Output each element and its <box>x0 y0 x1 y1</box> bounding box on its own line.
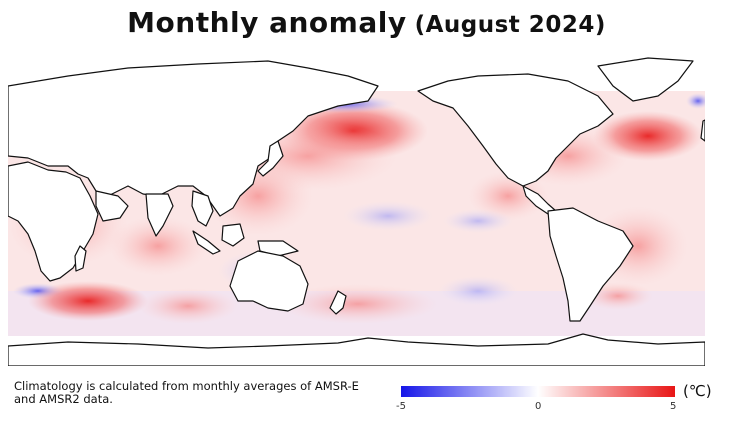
colorbar-tick-max: 5 <box>670 401 677 412</box>
sst-anomaly-map <box>8 57 705 366</box>
landmass-india <box>145 193 174 237</box>
landmass-new-zealand <box>329 290 347 315</box>
continents <box>8 57 705 366</box>
title-main: Monthly anomaly <box>127 6 407 39</box>
landmass-madagascar <box>74 245 87 272</box>
landmass-arabia <box>95 190 129 222</box>
landmass-north-america <box>417 73 614 187</box>
colorbar-tick-mid: 0 <box>535 401 542 412</box>
landmass-sumatra <box>192 230 221 255</box>
title-period: (August 2024) <box>414 12 606 38</box>
landmass-uk <box>700 119 705 142</box>
figure-title: Monthly anomaly (August 2024) <box>0 6 733 39</box>
landmass-greenland <box>597 57 694 102</box>
colorbar-unit: (℃) <box>683 382 712 400</box>
colorbar <box>401 386 675 397</box>
landmass-japan <box>257 140 284 177</box>
landmass-australia <box>229 250 309 312</box>
climatology-note: Climatology is calculated from monthly a… <box>14 379 359 406</box>
colorbar-tick-min: -5 <box>396 401 406 412</box>
landmass-antarctica <box>8 333 705 366</box>
landmass-new-guinea <box>257 240 299 257</box>
landmass-borneo <box>221 223 245 247</box>
landmass-south-america <box>547 207 634 322</box>
landmass-indochina <box>191 190 214 227</box>
landmass-eurasia <box>8 60 379 217</box>
